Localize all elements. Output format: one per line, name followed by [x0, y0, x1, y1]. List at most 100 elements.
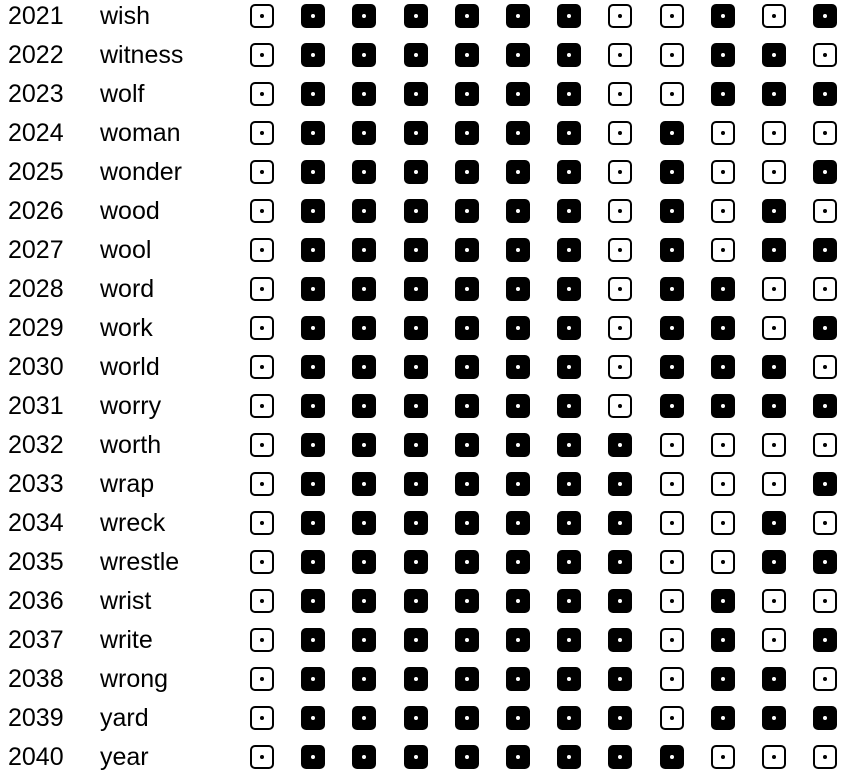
table-row: 2031 worry: [0, 390, 855, 429]
filled-square-dot-icon: [301, 82, 325, 106]
empty-square-dot-icon: [660, 667, 684, 691]
filled-square-dot-icon: [557, 706, 581, 730]
row-word: word: [100, 275, 155, 303]
filled-square-dot-icon: [352, 121, 376, 145]
table-row: 2030 world: [0, 351, 855, 390]
filled-square-dot-icon: [608, 550, 632, 574]
filled-square-dot-icon: [506, 550, 530, 574]
empty-square-dot-icon: [250, 667, 274, 691]
filled-square-dot-icon: [506, 199, 530, 223]
filled-square-dot-icon: [557, 4, 581, 28]
table-row: 2033 wrap: [0, 468, 855, 507]
filled-square-dot-icon: [301, 706, 325, 730]
filled-square-dot-icon: [557, 277, 581, 301]
filled-square-dot-icon: [455, 589, 479, 613]
filled-square-dot-icon: [506, 706, 530, 730]
filled-square-dot-icon: [660, 121, 684, 145]
empty-square-dot-icon: [813, 745, 837, 769]
filled-square-dot-icon: [660, 355, 684, 379]
empty-square-dot-icon: [762, 4, 786, 28]
filled-square-dot-icon: [762, 550, 786, 574]
filled-square-dot-icon: [352, 4, 376, 28]
filled-square-dot-icon: [711, 394, 735, 418]
table-row: 2029 work: [0, 312, 855, 351]
filled-square-dot-icon: [711, 355, 735, 379]
row-number: 2035: [8, 548, 64, 576]
filled-square-dot-icon: [608, 667, 632, 691]
empty-square-dot-icon: [250, 433, 274, 457]
empty-square-dot-icon: [711, 160, 735, 184]
filled-square-dot-icon: [352, 550, 376, 574]
filled-square-dot-icon: [404, 43, 428, 67]
table-row: 2024 woman: [0, 117, 855, 156]
filled-square-dot-icon: [557, 238, 581, 262]
filled-square-dot-icon: [660, 277, 684, 301]
filled-square-dot-icon: [301, 550, 325, 574]
empty-square-dot-icon: [660, 433, 684, 457]
filled-square-dot-icon: [506, 394, 530, 418]
filled-square-dot-icon: [506, 511, 530, 535]
empty-square-dot-icon: [250, 355, 274, 379]
filled-square-dot-icon: [660, 394, 684, 418]
filled-square-dot-icon: [813, 316, 837, 340]
filled-square-dot-icon: [506, 667, 530, 691]
filled-square-dot-icon: [455, 706, 479, 730]
filled-square-dot-icon: [762, 394, 786, 418]
filled-square-dot-icon: [711, 82, 735, 106]
filled-square-dot-icon: [608, 589, 632, 613]
empty-square-dot-icon: [608, 199, 632, 223]
filled-square-dot-icon: [608, 628, 632, 652]
filled-square-dot-icon: [301, 667, 325, 691]
filled-square-dot-icon: [813, 82, 837, 106]
filled-square-dot-icon: [404, 706, 428, 730]
empty-square-dot-icon: [660, 4, 684, 28]
filled-square-dot-icon: [404, 82, 428, 106]
filled-square-dot-icon: [506, 82, 530, 106]
filled-square-dot-icon: [352, 43, 376, 67]
row-number: 2039: [8, 704, 64, 732]
filled-square-dot-icon: [711, 43, 735, 67]
row-number: 2028: [8, 275, 64, 303]
row-word: wrap: [100, 470, 155, 498]
filled-square-dot-icon: [455, 394, 479, 418]
filled-square-dot-icon: [557, 355, 581, 379]
filled-square-dot-icon: [608, 706, 632, 730]
filled-square-dot-icon: [608, 745, 632, 769]
empty-square-dot-icon: [762, 472, 786, 496]
empty-square-dot-icon: [813, 277, 837, 301]
empty-square-dot-icon: [660, 589, 684, 613]
row-word: worth: [100, 431, 162, 459]
empty-square-dot-icon: [711, 199, 735, 223]
filled-square-dot-icon: [762, 199, 786, 223]
empty-square-dot-icon: [711, 550, 735, 574]
filled-square-dot-icon: [455, 316, 479, 340]
filled-square-dot-icon: [455, 745, 479, 769]
filled-square-dot-icon: [404, 667, 428, 691]
empty-square-dot-icon: [813, 589, 837, 613]
filled-square-dot-icon: [455, 511, 479, 535]
row-number: 2031: [8, 392, 64, 420]
filled-square-dot-icon: [352, 394, 376, 418]
filled-square-dot-icon: [404, 628, 428, 652]
empty-square-dot-icon: [250, 238, 274, 262]
filled-square-dot-icon: [711, 277, 735, 301]
filled-square-dot-icon: [455, 433, 479, 457]
row-word: wish: [100, 2, 151, 30]
empty-square-dot-icon: [608, 238, 632, 262]
empty-square-dot-icon: [711, 433, 735, 457]
filled-square-dot-icon: [352, 472, 376, 496]
empty-square-dot-icon: [608, 355, 632, 379]
filled-square-dot-icon: [455, 199, 479, 223]
filled-square-dot-icon: [711, 667, 735, 691]
filled-square-dot-icon: [762, 667, 786, 691]
empty-square-dot-icon: [813, 121, 837, 145]
row-word: wreck: [100, 509, 166, 537]
row-number: 2036: [8, 587, 64, 615]
filled-square-dot-icon: [506, 472, 530, 496]
empty-square-dot-icon: [660, 43, 684, 67]
filled-square-dot-icon: [404, 472, 428, 496]
filled-square-dot-icon: [660, 199, 684, 223]
filled-square-dot-icon: [813, 550, 837, 574]
empty-square-dot-icon: [250, 472, 274, 496]
